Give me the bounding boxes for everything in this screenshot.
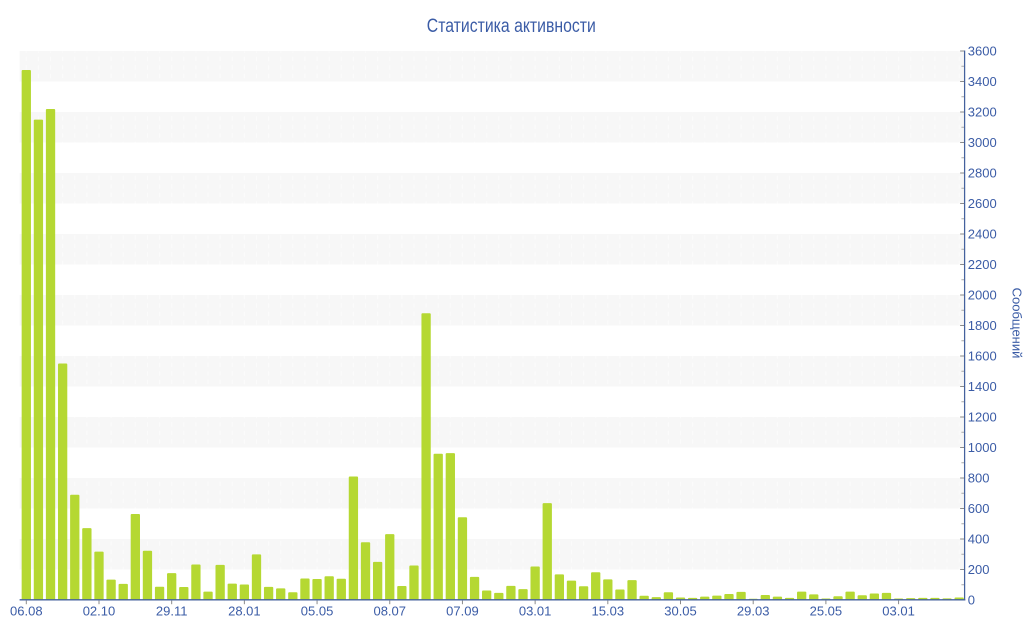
svg-text:200: 200 xyxy=(968,562,990,577)
svg-text:1200: 1200 xyxy=(968,410,997,425)
svg-text:03.01: 03.01 xyxy=(882,604,915,619)
svg-text:800: 800 xyxy=(968,471,990,486)
svg-text:1400: 1400 xyxy=(968,379,997,394)
svg-text:0: 0 xyxy=(968,593,975,608)
svg-text:400: 400 xyxy=(968,532,990,547)
svg-text:05.05: 05.05 xyxy=(301,604,334,619)
svg-text:3400: 3400 xyxy=(968,74,997,89)
svg-text:03.01: 03.01 xyxy=(519,604,552,619)
svg-text:08.07: 08.07 xyxy=(373,604,406,619)
svg-text:3200: 3200 xyxy=(968,105,997,120)
svg-text:25.05: 25.05 xyxy=(810,604,843,619)
svg-text:1800: 1800 xyxy=(968,318,997,333)
svg-text:15.03: 15.03 xyxy=(592,604,625,619)
svg-text:2000: 2000 xyxy=(968,288,997,303)
svg-text:2400: 2400 xyxy=(968,227,997,242)
svg-text:02.10: 02.10 xyxy=(83,604,116,619)
svg-text:2600: 2600 xyxy=(968,196,997,211)
svg-text:07.09: 07.09 xyxy=(446,604,479,619)
svg-text:Сообщений: Сообщений xyxy=(1010,288,1024,359)
svg-text:Статистика активности: Статистика активности xyxy=(427,16,596,37)
svg-text:28.01: 28.01 xyxy=(228,604,261,619)
svg-text:29.03: 29.03 xyxy=(737,604,770,619)
svg-text:2800: 2800 xyxy=(968,166,997,181)
svg-text:1000: 1000 xyxy=(968,440,997,455)
svg-text:600: 600 xyxy=(968,501,990,516)
svg-text:30.05: 30.05 xyxy=(664,604,697,619)
svg-text:3600: 3600 xyxy=(968,44,997,59)
svg-text:3000: 3000 xyxy=(968,135,997,150)
svg-text:06.08: 06.08 xyxy=(10,604,43,619)
svg-text:1600: 1600 xyxy=(968,349,997,364)
svg-text:2200: 2200 xyxy=(968,257,997,272)
svg-text:29.11: 29.11 xyxy=(156,604,188,619)
